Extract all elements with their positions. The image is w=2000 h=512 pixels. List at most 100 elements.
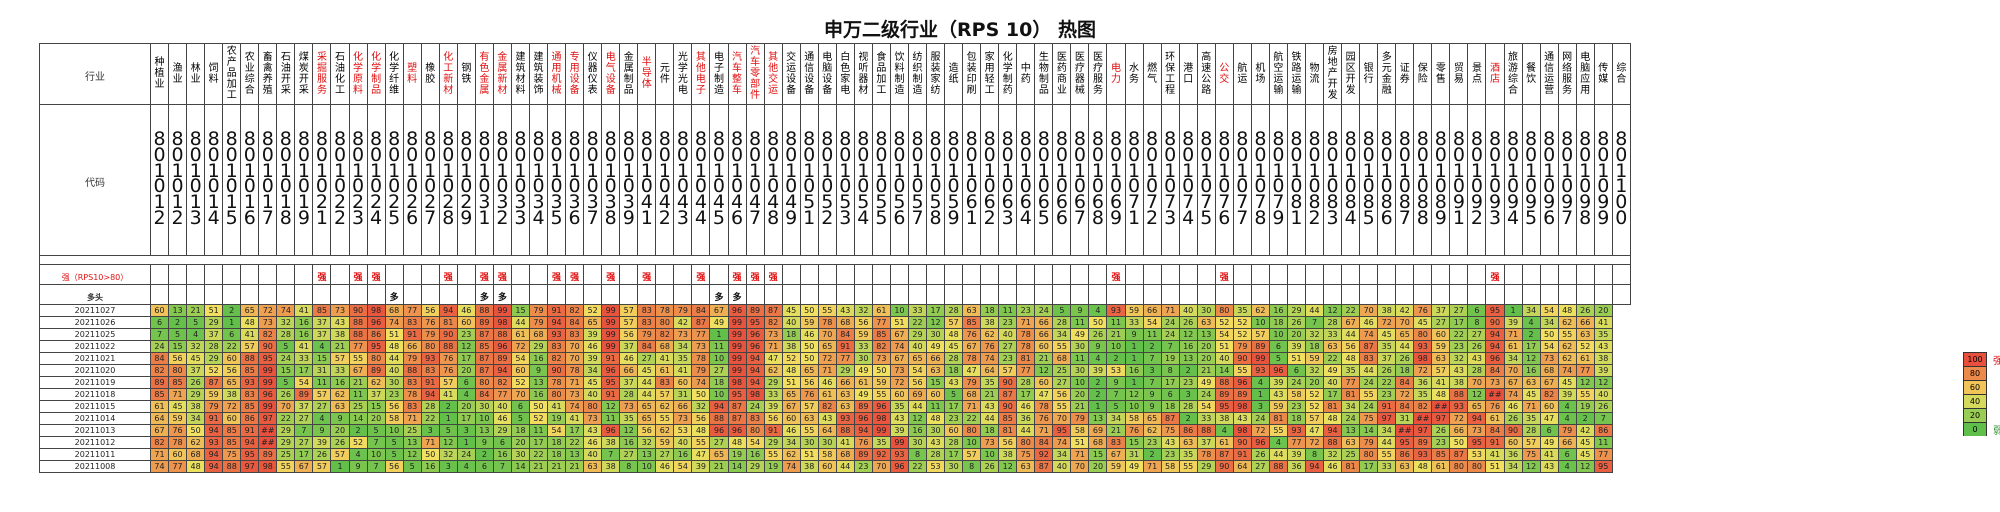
heatmap-cell: 12 xyxy=(1467,388,1487,401)
heatmap-cell: 91 xyxy=(1377,400,1397,413)
industry-header: 畜禽养殖 xyxy=(258,43,278,105)
heatmap-cell: 66 xyxy=(1575,316,1595,329)
heatmap-cell: 50 xyxy=(1449,436,1469,449)
multi-mark-cell xyxy=(1304,284,1325,305)
heatmap-cell: 96 xyxy=(709,424,729,437)
heatmap-cell: 76 xyxy=(980,340,1000,353)
multi-mark-cell xyxy=(962,284,982,305)
industry-name: 网络服务 xyxy=(1562,51,1573,96)
heatmap-cell: 57 xyxy=(619,316,639,329)
heatmap-cell: 56 xyxy=(420,304,440,317)
industry-name: 塑料 xyxy=(407,62,418,85)
heatmap-cell: 2 xyxy=(1178,412,1198,425)
heatmap-cell: 96 xyxy=(727,424,747,437)
heatmap-cell: 72 xyxy=(817,352,837,365)
industry-code: 801096 xyxy=(1543,128,1556,229)
industry-code-cell: 801026 xyxy=(402,104,422,256)
industry-header: 公交 xyxy=(1214,43,1234,105)
heatmap-cell: 82 xyxy=(492,376,512,389)
strong-mark-cell xyxy=(871,264,891,285)
heatmap-cell: 94 xyxy=(420,388,440,401)
heatmap-cell: 61 xyxy=(817,388,837,401)
industry-header: 汽车整车 xyxy=(727,43,747,105)
industry-code: 801038 xyxy=(604,128,617,229)
heatmap-cell: 96 xyxy=(745,340,765,353)
industry-code-cell: 801018 xyxy=(276,104,296,256)
heatmap-cell: ## xyxy=(258,424,278,437)
heatmap-cell: 98 xyxy=(1232,424,1252,437)
heatmap-cell: 43 xyxy=(1539,460,1559,473)
heatmap-cell: 56 xyxy=(168,352,188,365)
heatmap-cell: 41 xyxy=(565,412,585,425)
industry-code-cell: 801056 xyxy=(889,104,909,256)
industry-code-cell: 801089 xyxy=(1431,104,1451,256)
heatmap-cell: 82 xyxy=(547,352,567,365)
heatmap-cell: 53 xyxy=(1106,364,1126,377)
heatmap-cell: 57 xyxy=(944,316,964,329)
heatmap-cell: 80 xyxy=(583,400,603,413)
heatmap-cell: 50 xyxy=(1088,316,1108,329)
heatmap-cell: 82 xyxy=(1539,388,1559,401)
heatmap-cell: 79 xyxy=(1359,436,1379,449)
industry-name: 生物制品 xyxy=(1038,51,1049,96)
heatmap-cell: 70 xyxy=(1359,304,1379,317)
heatmap-cell: 94 xyxy=(1304,460,1325,473)
heatmap-cell: 74 xyxy=(276,304,296,317)
heatmap-cell: 95 xyxy=(1214,400,1234,413)
industry-header: 食品加工 xyxy=(871,43,891,105)
heatmap-cell: 74 xyxy=(149,460,170,473)
heatmap-cell: 85 xyxy=(240,364,260,377)
heatmap-cell: 89 xyxy=(853,400,873,413)
heatmap-cell: 49 xyxy=(1124,460,1144,473)
industry-name: 贸易 xyxy=(1453,62,1464,85)
heatmap-cell: 71 xyxy=(1142,460,1162,473)
heatmap-cell: 59 xyxy=(1268,400,1288,413)
heatmap-cell: 90 xyxy=(438,328,458,341)
heatmap-cell: 30 xyxy=(1070,364,1090,377)
heatmap-cell: 96 xyxy=(366,316,386,329)
heatmap-cell: 28 xyxy=(1016,376,1036,389)
heatmap-cell: 62 xyxy=(763,364,783,377)
industry-header: 仪器仪表 xyxy=(583,43,603,105)
strong-mark-cell xyxy=(1521,264,1541,285)
heatmap-cell: 29 xyxy=(835,364,855,377)
heatmap-cell: 26 xyxy=(1593,400,1613,413)
heatmap-cell: 61 xyxy=(853,376,873,389)
heatmap-cell: 99 xyxy=(889,436,909,449)
industry-name: 化学制药 xyxy=(1002,51,1013,96)
heatmap-cell: 6 xyxy=(1467,304,1487,317)
heatmap-cell: 84 xyxy=(1485,424,1505,437)
strong-mark-cell xyxy=(1232,264,1252,285)
heatmap-cell: 73 xyxy=(565,388,585,401)
heatmap-cell: 87 xyxy=(727,412,747,425)
heatmap-cell: 37 xyxy=(294,400,314,413)
industry-code-cell: 801051 xyxy=(799,104,819,256)
heatmap-cell: 23 xyxy=(944,412,964,425)
heatmap-cell: 21 xyxy=(980,388,1000,401)
heatmap-cell: 44 xyxy=(1359,364,1379,377)
heatmap-cell: ## xyxy=(1413,412,1433,425)
industry-code: 801065 xyxy=(1037,128,1050,229)
strong-mark-cell xyxy=(1431,264,1451,285)
strong-mark-cell xyxy=(1323,264,1343,285)
heatmap-cell: 41 xyxy=(835,436,855,449)
industry-code: 801053 xyxy=(839,128,852,229)
heatmap-cell: 24 xyxy=(149,340,170,353)
heatmap-cell: 43 xyxy=(1593,340,1613,353)
heatmap-cell: 64 xyxy=(1232,460,1252,473)
industry-name: 交运设备 xyxy=(786,51,797,96)
heatmap-cell: 50 xyxy=(528,400,549,413)
industry-name: 航空运输 xyxy=(1273,51,1284,96)
heatmap-cell: 67 xyxy=(1106,448,1126,461)
heatmap-cell: 98 xyxy=(871,412,891,425)
strong-mark-cell: 强 xyxy=(474,264,494,285)
heatmap-cell: 23 xyxy=(1016,304,1036,317)
date-label: 20211022 xyxy=(39,340,151,353)
heatmap-cell: 85 xyxy=(1431,448,1451,461)
industry-code-cell: 801035 xyxy=(547,104,567,256)
heatmap-cell: 4 xyxy=(1557,412,1577,425)
industry-code-cell: 801025 xyxy=(384,104,404,256)
heatmap-cell: 16 xyxy=(619,436,639,449)
industry-header: 物流 xyxy=(1304,43,1325,105)
heatmap-cell: 15 xyxy=(168,340,188,353)
